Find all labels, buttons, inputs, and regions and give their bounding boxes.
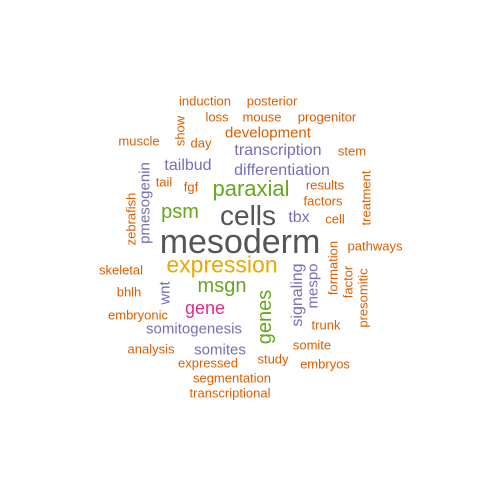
word-segmentation: segmentation bbox=[192, 370, 272, 386]
word-transcriptional: transcriptional bbox=[189, 385, 271, 401]
word-cells: cells bbox=[219, 200, 277, 231]
word-somitogenesis: somitogenesis bbox=[146, 320, 242, 338]
word-analysis: analysis bbox=[127, 341, 175, 357]
word-trunk: trunk bbox=[311, 317, 341, 333]
word-posterior: posterior bbox=[246, 93, 298, 109]
word-mespo: mespo bbox=[304, 263, 322, 309]
word-factors: factors bbox=[303, 193, 343, 209]
word-fgf: fgf bbox=[183, 179, 199, 195]
word-tailbud: tailbud bbox=[164, 157, 212, 174]
word-msgn: msgn bbox=[197, 275, 247, 297]
word-mouse: mouse bbox=[242, 109, 282, 125]
word-skeletal: skeletal bbox=[98, 262, 144, 278]
word-progenitor: progenitor bbox=[297, 109, 357, 125]
word-genes: genes bbox=[254, 289, 276, 345]
word-tbx: tbx bbox=[288, 209, 310, 226]
word-tail: tail bbox=[155, 174, 173, 190]
word-pathways: pathways bbox=[347, 238, 403, 254]
word-expression: expression bbox=[166, 251, 278, 278]
word-bhlh: bhlh bbox=[116, 284, 142, 300]
word-day: day bbox=[190, 135, 212, 151]
word-gene: gene bbox=[184, 298, 226, 318]
word-somites: somites bbox=[194, 341, 246, 359]
word-show: show bbox=[172, 115, 188, 147]
word-formation: formation bbox=[325, 240, 341, 296]
word-loss: loss bbox=[205, 109, 229, 125]
word-study: study bbox=[257, 351, 289, 367]
word-cell: cell bbox=[325, 211, 345, 227]
word-wnt: wnt bbox=[156, 281, 174, 305]
word-embryos: embryos bbox=[300, 356, 350, 372]
word-mesoderm: mesoderm bbox=[159, 223, 321, 261]
word-paraxial: paraxial bbox=[212, 176, 290, 201]
word-transcription: transcription bbox=[234, 142, 322, 159]
word-muscle: muscle bbox=[118, 133, 160, 149]
word-stem: stem bbox=[337, 143, 367, 159]
word-pmesogenin: pmesogenin bbox=[136, 162, 154, 244]
word-induction: induction bbox=[178, 93, 232, 109]
word-factor: factor bbox=[340, 265, 356, 299]
word-expressed: expressed bbox=[178, 355, 238, 371]
word-differentiation: differentiation bbox=[234, 162, 330, 179]
word-embryonic: embryonic bbox=[108, 307, 168, 323]
word-results: results bbox=[305, 177, 345, 193]
word-psm: psm bbox=[161, 201, 199, 223]
word-somite: somite bbox=[292, 337, 332, 353]
word-presomitic: presomitic bbox=[355, 268, 371, 328]
word-zebrafish: zebrafish bbox=[123, 192, 139, 246]
word-treatment: treatment bbox=[358, 170, 374, 226]
word-development: development bbox=[225, 124, 311, 142]
